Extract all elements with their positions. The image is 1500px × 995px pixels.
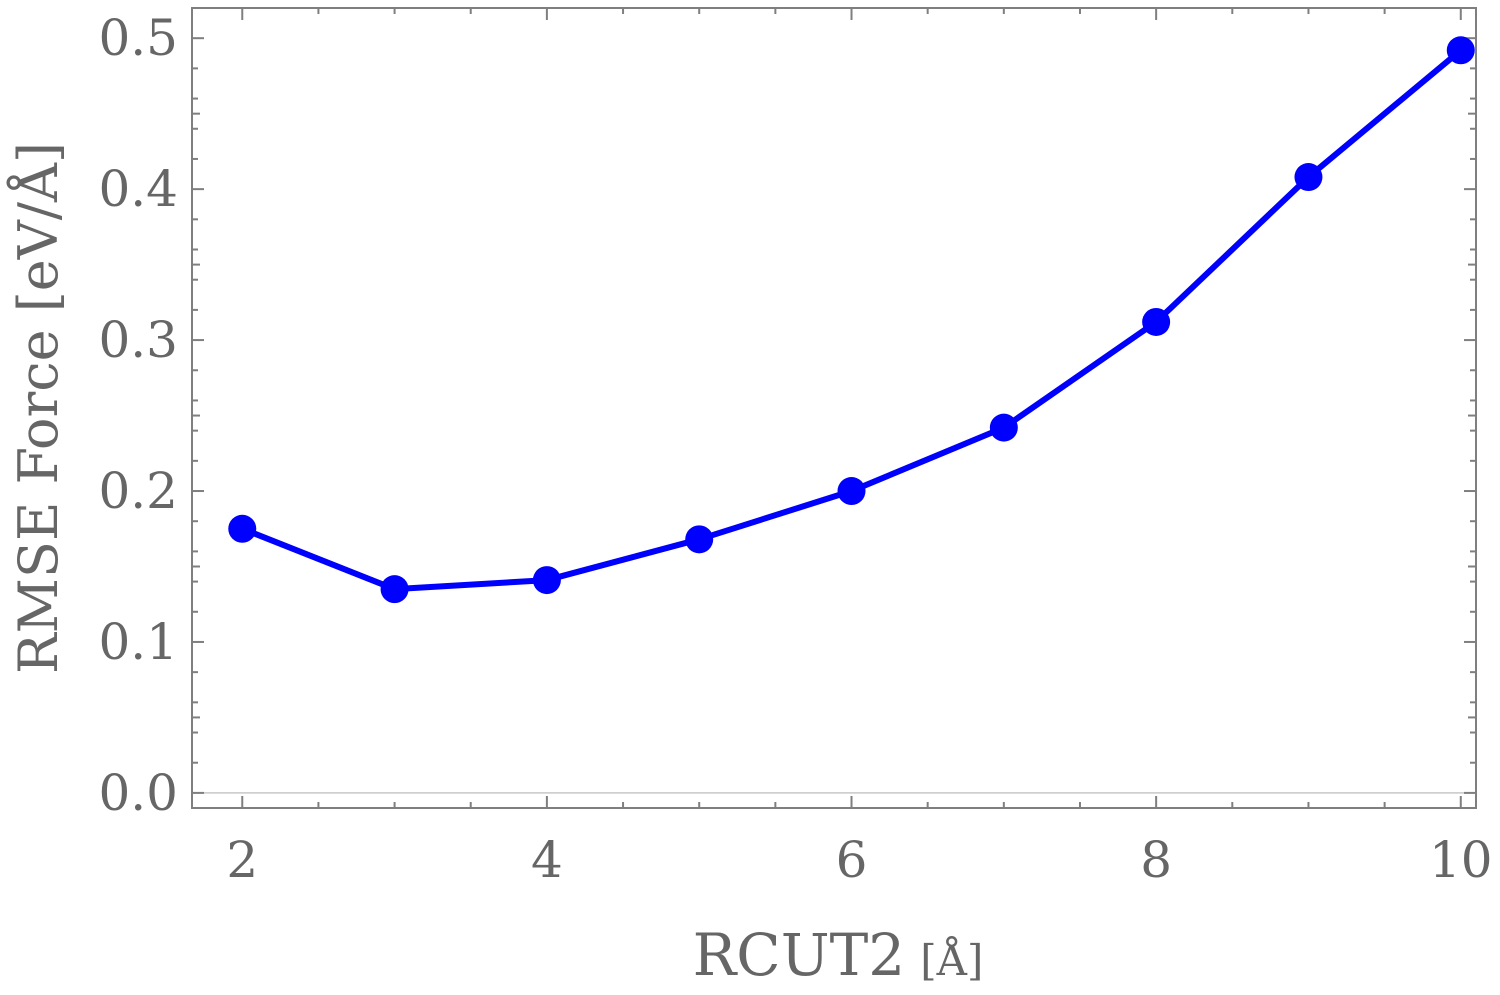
axis-ticks <box>192 8 1476 808</box>
data-point <box>380 575 409 604</box>
data-points <box>228 36 1475 604</box>
data-point <box>1142 307 1171 336</box>
y-tick-label: 0.3 <box>98 311 178 369</box>
x-tick-label: 4 <box>531 831 563 889</box>
plot-frame <box>191 7 1477 809</box>
data-point <box>1294 163 1323 192</box>
x-axis-title: RCUT2 [Å] <box>693 921 984 989</box>
y-tick-label: 0.4 <box>98 160 178 218</box>
y-axis-title: RMSE Force [eV/Å] <box>5 142 70 674</box>
x-tick-label: 10 <box>1429 831 1493 889</box>
x-axis-label: RCUT2 <box>693 921 906 989</box>
x-tick-label: 6 <box>836 831 868 889</box>
data-point <box>989 413 1018 442</box>
data-point <box>228 514 257 543</box>
y-tick-label: 0.1 <box>98 613 178 671</box>
y-tick-label: 0.5 <box>98 9 178 67</box>
x-axis-unit: [Å] <box>920 935 983 985</box>
tick-labels: 2 4 6 8 10 0.0 0.1 0.2 0.3 0.4 0.5 <box>98 9 1492 889</box>
x-tick-label: 2 <box>226 831 258 889</box>
data-point <box>685 525 714 554</box>
y-tick-label: 0.0 <box>98 764 178 822</box>
data-point <box>837 477 866 506</box>
x-tick-label: 8 <box>1140 831 1172 889</box>
data-point <box>532 566 561 595</box>
series-line <box>241 47 1463 593</box>
data-point <box>1446 36 1475 65</box>
y-tick-label: 0.2 <box>98 462 178 520</box>
